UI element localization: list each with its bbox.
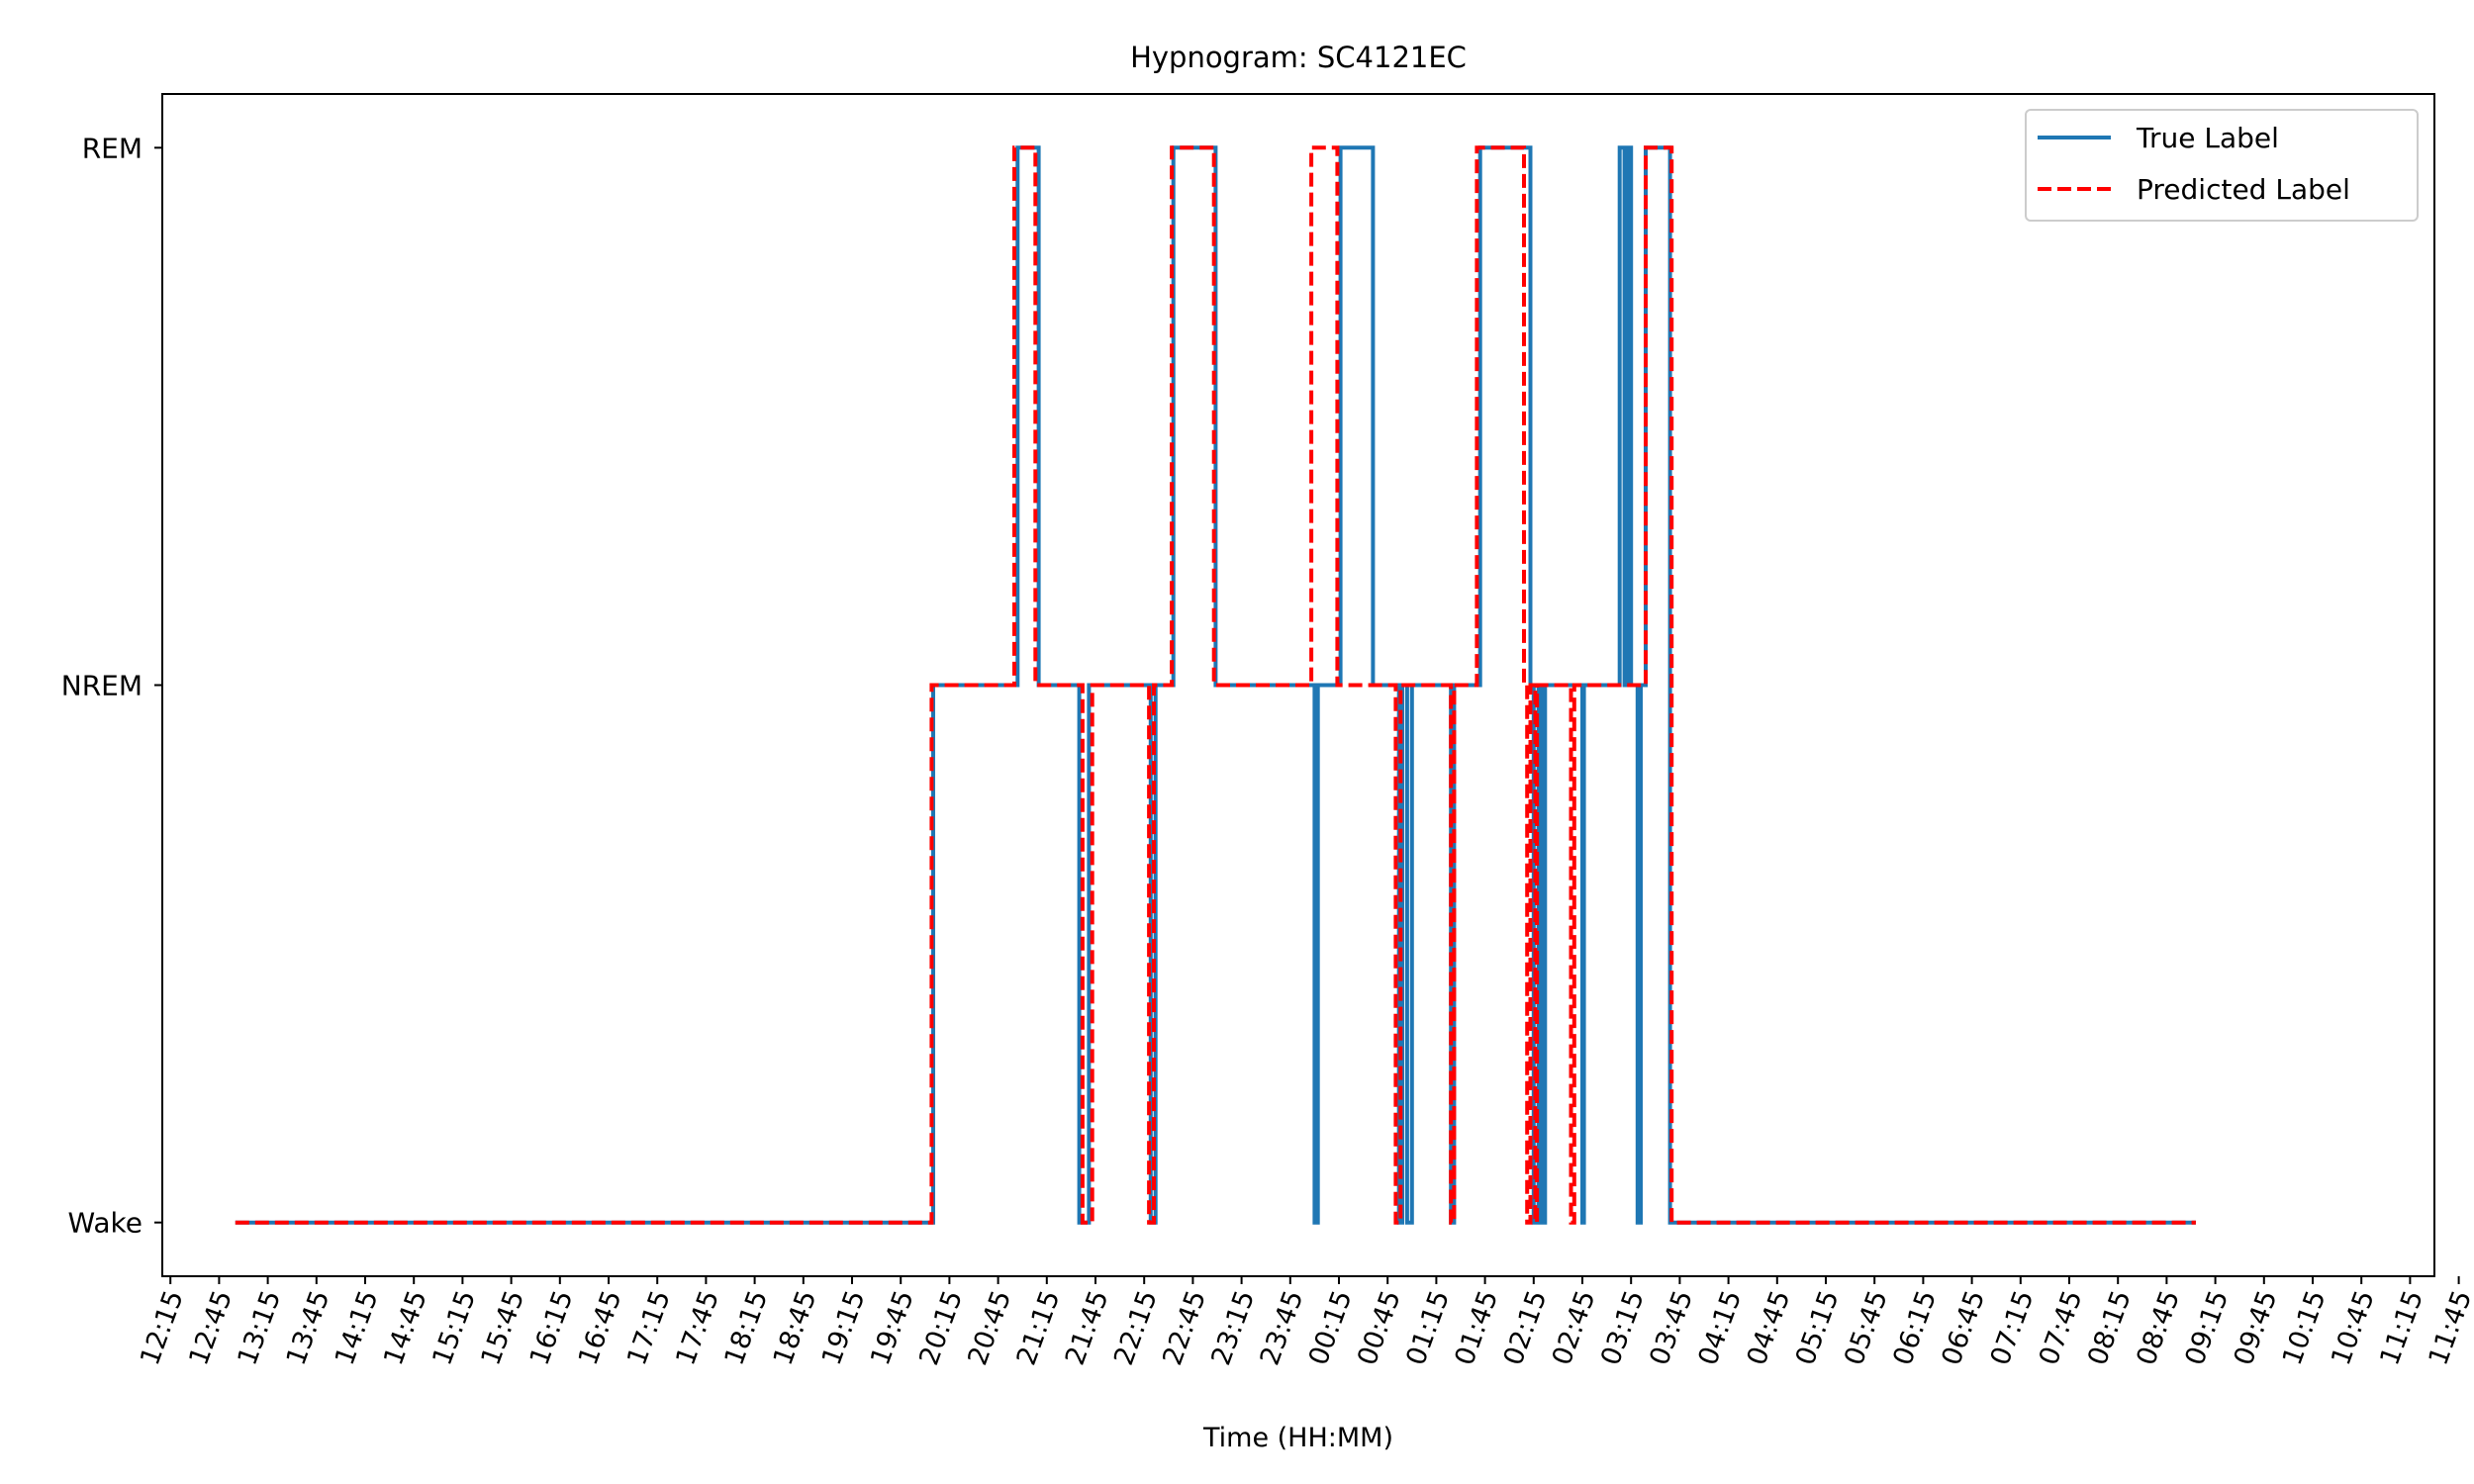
x-tick-label: 00:15	[1303, 1286, 1359, 1369]
series-true-line	[235, 145, 2196, 1225]
x-tick-label: 09:15	[2179, 1286, 2235, 1369]
x-tick-label: 22:15	[1108, 1286, 1164, 1369]
x-tick-label: 12:15	[135, 1286, 190, 1369]
x-axis-label: Time (HH:MM)	[1202, 1423, 1393, 1453]
x-tick-label: 19:45	[865, 1286, 920, 1369]
x-tick-label: 08:15	[2082, 1286, 2138, 1369]
x-tick-label: 17:45	[670, 1286, 725, 1369]
x-tick-label: 20:45	[962, 1286, 1017, 1369]
x-tick-label: 15:15	[427, 1286, 482, 1369]
legend-predicted-label: Predicted Label	[2137, 173, 2350, 206]
x-tick-label: 01:15	[1400, 1286, 1456, 1369]
x-tick-label: 01:45	[1449, 1286, 1504, 1369]
chart-title: Hypnogram: SC4121EC	[1130, 41, 1467, 74]
x-tick-label: 02:45	[1547, 1286, 1602, 1369]
x-tick-label: 14:15	[330, 1286, 385, 1369]
x-axis: 12:1512:4513:1513:4514:1514:4515:1515:45…	[135, 1276, 2474, 1369]
x-tick-label: 03:45	[1644, 1286, 1699, 1369]
series-predicted-line	[235, 145, 2196, 1225]
x-tick-label: 20:15	[913, 1286, 969, 1369]
x-tick-label: 14:45	[378, 1286, 433, 1369]
legend: True Label Predicted Label	[2025, 109, 2419, 222]
x-tick-label: 13:15	[232, 1286, 287, 1369]
series-true-label	[235, 145, 2196, 1225]
x-tick-label: 05:45	[1839, 1286, 1894, 1369]
x-tick-label: 12:45	[183, 1286, 238, 1369]
x-tick-label: 03:15	[1595, 1286, 1651, 1369]
x-tick-label: 04:45	[1742, 1286, 1797, 1369]
x-tick-label: 07:45	[2034, 1286, 2089, 1369]
x-tick-label: 23:15	[1205, 1286, 1261, 1369]
x-tick-label: 10:15	[2277, 1286, 2332, 1369]
y-tick-label-wake: Wake	[68, 1207, 143, 1240]
y-axis: Wake NREM REM	[61, 132, 162, 1240]
x-tick-label: 17:15	[621, 1286, 677, 1369]
y-tick-label-nrem: NREM	[61, 670, 143, 702]
x-tick-label: 08:45	[2131, 1286, 2186, 1369]
x-tick-label: 18:15	[718, 1286, 774, 1369]
x-tick-label: 13:45	[281, 1286, 336, 1369]
x-tick-label: 11:45	[2423, 1286, 2474, 1369]
x-tick-label: 21:15	[1011, 1286, 1067, 1369]
x-tick-label: 07:15	[1985, 1286, 2041, 1369]
x-tick-label: 15:45	[475, 1286, 530, 1369]
x-tick-label: 05:15	[1790, 1286, 1846, 1369]
legend-true-label: True Label	[2136, 122, 2279, 154]
x-tick-label: 06:15	[1887, 1286, 1943, 1369]
x-tick-label: 10:45	[2326, 1286, 2381, 1369]
x-tick-label: 11:15	[2374, 1286, 2429, 1369]
series-predicted-label	[235, 145, 2196, 1225]
x-tick-label: 04:15	[1692, 1286, 1748, 1369]
x-tick-label: 09:45	[2229, 1286, 2284, 1369]
legend-box	[2025, 109, 2419, 222]
x-tick-label: 02:15	[1498, 1286, 1554, 1369]
x-tick-label: 16:15	[524, 1286, 580, 1369]
x-tick-label: 22:45	[1157, 1286, 1212, 1369]
x-tick-label: 23:45	[1255, 1286, 1310, 1369]
x-tick-label: 00:45	[1352, 1286, 1407, 1369]
x-tick-label: 19:15	[816, 1286, 872, 1369]
x-tick-label: 06:45	[1936, 1286, 1991, 1369]
x-tick-label: 18:45	[768, 1286, 823, 1369]
x-tick-label: 21:45	[1060, 1286, 1115, 1369]
y-tick-label-rem: REM	[82, 132, 143, 164]
x-tick-label: 16:45	[573, 1286, 628, 1369]
plot-area	[235, 145, 2196, 1225]
